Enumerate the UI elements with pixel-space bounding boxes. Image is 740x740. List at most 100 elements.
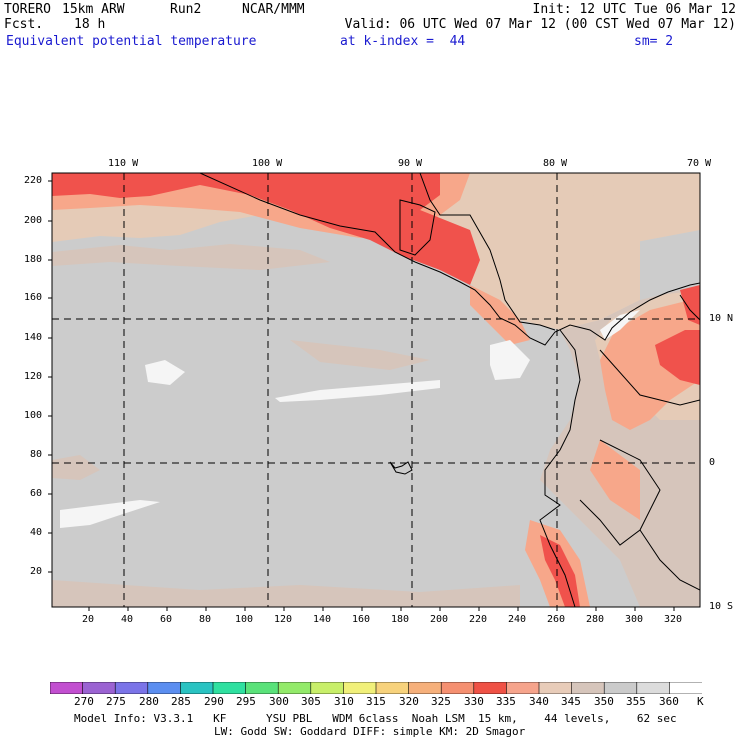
x-tick: 100: [235, 614, 254, 625]
x-tick: 300: [625, 614, 644, 625]
salmon-colombia: [600, 300, 700, 430]
white-patch-4: [60, 500, 160, 528]
central-america-pacific-coast: [199, 173, 700, 346]
white-patch-5: [600, 310, 640, 340]
y-tick: 220: [24, 175, 43, 186]
colorbar-unit: K: [697, 695, 704, 708]
model-resolution: 15km ARW: [62, 2, 125, 17]
colorbar-swatch: [603, 682, 638, 694]
colorbar-swatch: [114, 682, 149, 694]
model-name: TORERO: [4, 2, 51, 17]
colorbar-label: 330: [464, 695, 484, 708]
colorbar-label: 345: [561, 695, 581, 708]
galapagos-islands: [389, 461, 413, 475]
colorbar-label: 310: [334, 695, 354, 708]
colorbar-label: 360: [659, 695, 679, 708]
colorbar-label: 325: [431, 695, 451, 708]
map-frame: [51, 172, 701, 608]
colorbar-swatch: [440, 682, 475, 694]
colorbar-label: 270: [74, 695, 94, 708]
salmon-ecuador: [590, 440, 640, 520]
axis-ticks: [48, 180, 675, 611]
map-panel: [52, 173, 700, 607]
lon-label-70w: 70 W: [687, 158, 712, 169]
venezuela-border: [679, 294, 700, 321]
lon-label-110w: 110 W: [108, 158, 139, 169]
x-tick: 240: [508, 614, 527, 625]
colorbar-label: 295: [236, 695, 256, 708]
y-tick: 60: [30, 488, 43, 499]
colorbar-label: 300: [269, 695, 289, 708]
y-tick: 20: [30, 566, 43, 577]
init-time: Init: 12 UTC Tue 06 Mar 12: [532, 2, 737, 17]
colorbar-label: 335: [496, 695, 516, 708]
x-tick: 140: [313, 614, 332, 625]
central-america-caribbean-coast: [419, 173, 556, 331]
colorbar-label: 355: [626, 695, 646, 708]
y-tick: 160: [24, 292, 43, 303]
colorbar-swatch: [375, 682, 410, 694]
organization: NCAR/MMM: [242, 2, 305, 17]
forecast-hour: 18 h: [74, 17, 106, 32]
run-label: Run2: [170, 2, 202, 17]
x-tick: 20: [82, 614, 95, 625]
south-america-coast: [539, 329, 581, 607]
lat-label-0: 0: [709, 457, 716, 468]
colorbar-label: 290: [204, 695, 224, 708]
level-label: at k-index = 44: [340, 34, 466, 49]
colorbar-label: 280: [139, 695, 159, 708]
valid-time: Valid: 06 UTC Wed 07 Mar 12 (00 CST Wed …: [344, 17, 736, 32]
taupe-band-north: [52, 244, 330, 270]
taupe-band-south: [52, 580, 520, 607]
physics-info-line: LW: Godd SW: Goddard DIFF: simple KM: 2D…: [214, 725, 526, 738]
red-region-north: [52, 173, 480, 285]
colombia-border: [599, 349, 700, 406]
lat-label-10n: 10 N: [709, 313, 734, 324]
y-tick: 100: [24, 410, 43, 421]
y-tick: 200: [24, 215, 43, 226]
y-tick: 80: [30, 449, 43, 460]
field-name: Equivalent potential temperature: [6, 34, 257, 49]
x-tick: 200: [430, 614, 449, 625]
x-tick: 260: [547, 614, 566, 625]
colorbar-label: 350: [594, 695, 614, 708]
x-tick: 280: [586, 614, 605, 625]
x-tick: 40: [121, 614, 134, 625]
x-tick: 220: [469, 614, 488, 625]
colorbar-label: 340: [529, 695, 549, 708]
x-tick: 180: [391, 614, 410, 625]
colorbar-label: 320: [399, 695, 419, 708]
x-tick: 80: [199, 614, 212, 625]
guatemala-border: [399, 199, 436, 256]
x-tick: 60: [160, 614, 173, 625]
white-patch-2: [275, 380, 440, 402]
graticule: [52, 173, 700, 607]
lon-label-100w: 100 W: [252, 158, 283, 169]
x-tick: 120: [274, 614, 293, 625]
colorbar-swatch: [212, 682, 247, 694]
red-colombia: [655, 330, 700, 385]
colorbar-label: 315: [366, 695, 386, 708]
taupe-patch-central: [290, 340, 430, 370]
lon-label-80w: 80 W: [543, 158, 568, 169]
colorbar-swatch: [506, 682, 540, 694]
coastlines: [199, 173, 700, 607]
red-peru-coast: [540, 535, 580, 607]
central-america-land: [420, 173, 640, 330]
colorbar-swatch: [147, 682, 182, 694]
colorbar-swatch: [473, 682, 508, 694]
y-tick: 40: [30, 527, 43, 538]
white-patch-3: [490, 340, 530, 380]
white-patch-1: [145, 360, 185, 385]
y-tick: 120: [24, 371, 43, 382]
colorbar-swatch: [245, 682, 280, 694]
colorbar-label: 285: [171, 695, 191, 708]
smoothing-label: sm= 2: [634, 34, 674, 49]
colorbar-swatch: [277, 682, 312, 694]
colorbar-swatch: [571, 682, 605, 694]
colorbar-label: 275: [106, 695, 126, 708]
forecast-label: Fcst.: [4, 17, 44, 32]
colorbar: [50, 682, 702, 694]
taupe-patch-west: [52, 455, 100, 480]
